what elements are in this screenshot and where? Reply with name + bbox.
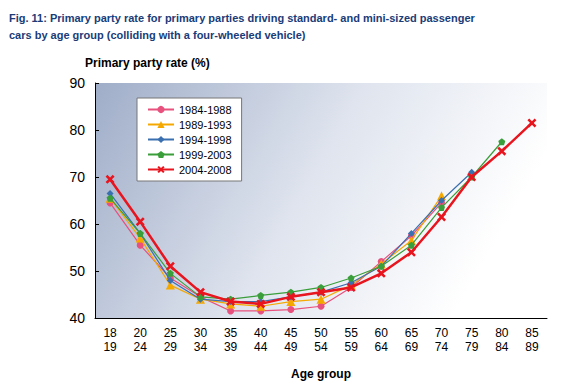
svg-text:54: 54 — [314, 340, 328, 354]
svg-text:79: 79 — [465, 340, 479, 354]
svg-text:34: 34 — [194, 340, 208, 354]
svg-text:59: 59 — [344, 340, 358, 354]
svg-text:40: 40 — [254, 326, 268, 340]
svg-text:89: 89 — [525, 340, 539, 354]
svg-text:60: 60 — [375, 326, 389, 340]
svg-text:40: 40 — [69, 310, 85, 326]
svg-text:24: 24 — [134, 340, 148, 354]
svg-text:74: 74 — [435, 340, 449, 354]
svg-text:44: 44 — [254, 340, 268, 354]
svg-text:75: 75 — [465, 326, 479, 340]
svg-text:65: 65 — [405, 326, 419, 340]
svg-text:90: 90 — [69, 75, 85, 91]
svg-text:1984-1988: 1984-1988 — [179, 104, 232, 116]
svg-text:39: 39 — [224, 340, 238, 354]
svg-text:35: 35 — [224, 326, 238, 340]
svg-text:55: 55 — [344, 326, 358, 340]
svg-text:50: 50 — [69, 263, 85, 279]
svg-text:60: 60 — [69, 216, 85, 232]
svg-text:Primary party rate (%): Primary party rate (%) — [85, 56, 210, 70]
svg-text:29: 29 — [164, 340, 178, 354]
svg-text:Age group: Age group — [291, 367, 351, 381]
svg-text:50: 50 — [314, 326, 328, 340]
svg-text:64: 64 — [375, 340, 389, 354]
svg-text:70: 70 — [435, 326, 449, 340]
svg-text:2004-2008: 2004-2008 — [179, 164, 232, 176]
svg-text:84: 84 — [495, 340, 509, 354]
svg-text:80: 80 — [69, 122, 85, 138]
svg-text:1989-1993: 1989-1993 — [179, 119, 232, 131]
svg-text:30: 30 — [194, 326, 208, 340]
svg-text:45: 45 — [284, 326, 298, 340]
svg-text:Fig. 11: Primary party rate fo: Fig. 11: Primary party rate for primary … — [9, 12, 476, 24]
svg-text:cars by age group (colliding w: cars by age group (colliding with a four… — [9, 29, 306, 41]
svg-text:69: 69 — [405, 340, 419, 354]
svg-text:1999-2003: 1999-2003 — [179, 149, 232, 161]
svg-text:19: 19 — [103, 340, 117, 354]
svg-text:80: 80 — [495, 326, 509, 340]
svg-text:49: 49 — [284, 340, 298, 354]
svg-text:20: 20 — [134, 326, 148, 340]
svg-text:85: 85 — [525, 326, 539, 340]
svg-text:1994-1998: 1994-1998 — [179, 134, 232, 146]
svg-text:18: 18 — [103, 326, 117, 340]
svg-text:70: 70 — [69, 169, 85, 185]
svg-text:25: 25 — [164, 326, 178, 340]
